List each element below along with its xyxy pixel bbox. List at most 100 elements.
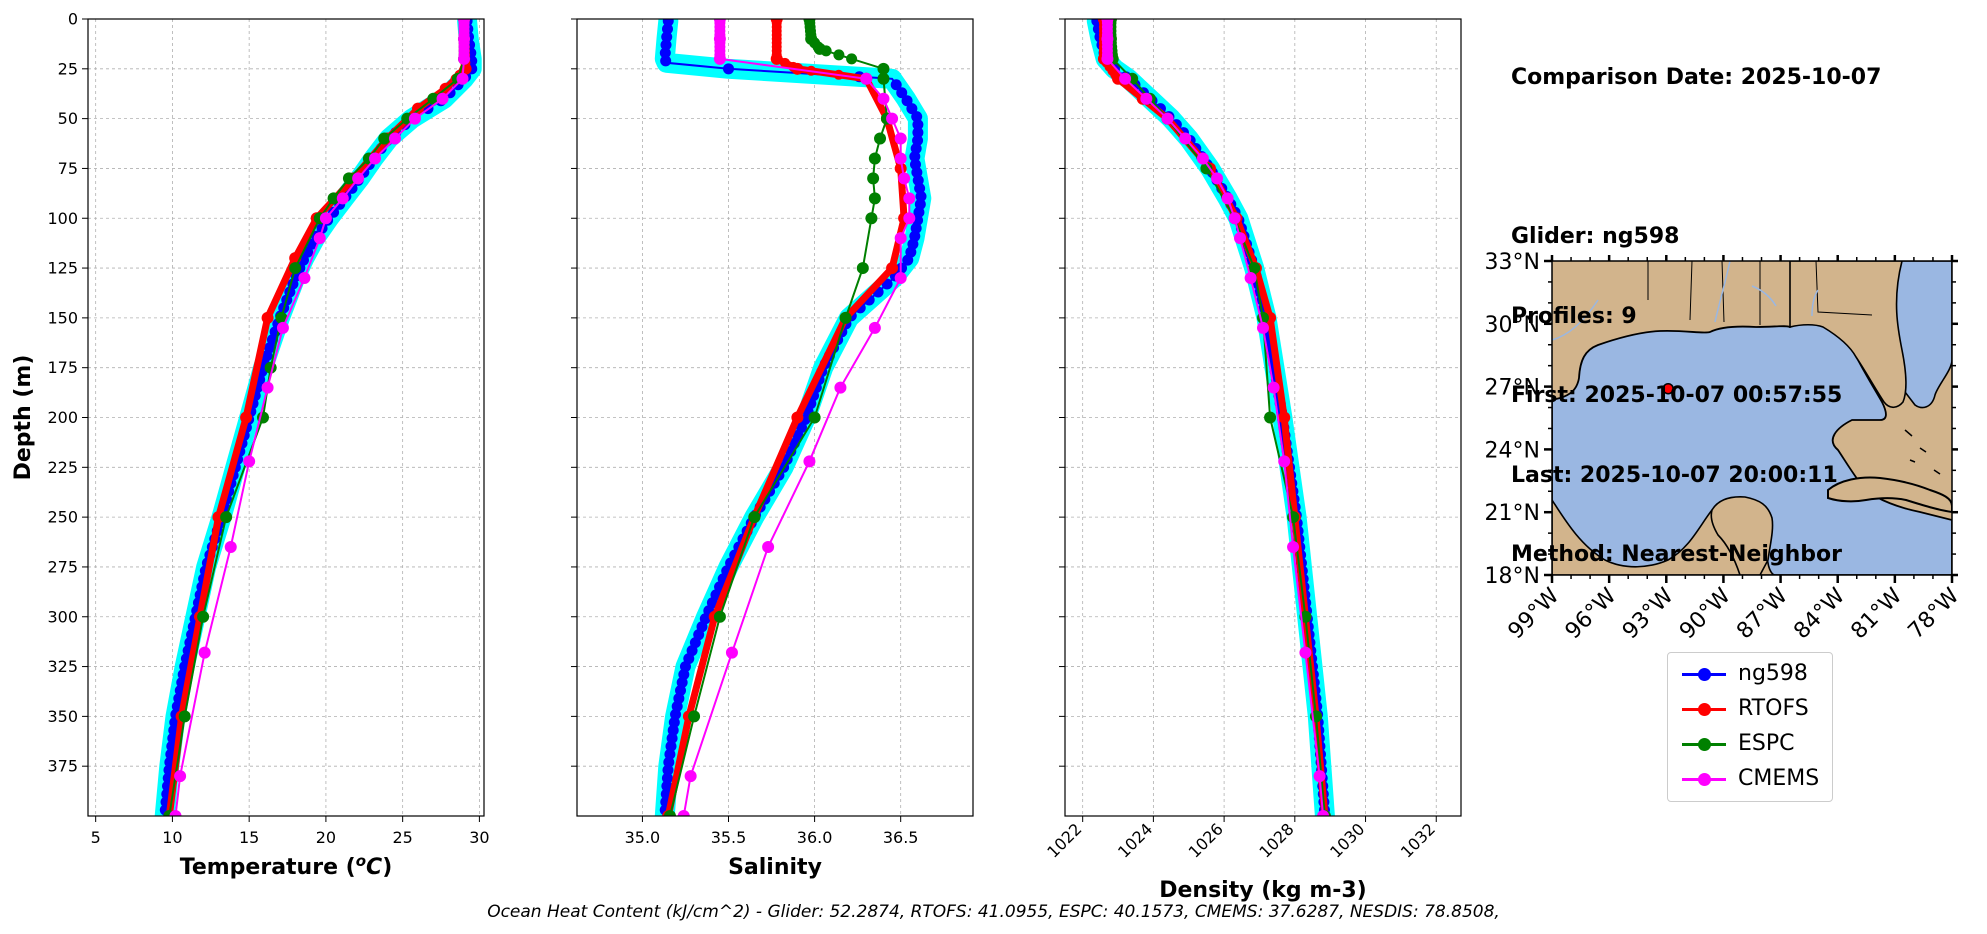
- info-comparison-date: Comparison Date: 2025-10-07: [1511, 65, 1882, 90]
- ng598-point: [901, 95, 913, 107]
- y-tick-label: 350: [47, 707, 78, 726]
- espc-point: [748, 511, 761, 524]
- rtofs-point: [886, 262, 899, 275]
- x-tick-label: 5: [91, 828, 101, 847]
- ng598-point: [661, 31, 673, 43]
- rtofs-point: [770, 19, 783, 25]
- x-tick-label: 15: [239, 828, 259, 847]
- cmems-point: [1287, 541, 1300, 554]
- cmems-point: [352, 172, 365, 185]
- rtofs-point: [1278, 411, 1291, 424]
- cmems-point: [894, 272, 907, 285]
- cmems-point: [456, 72, 469, 85]
- map-islands: [1904, 429, 1941, 475]
- y-tick-label: 50: [58, 109, 78, 128]
- espc-point: [197, 610, 210, 623]
- map-rivers: [1552, 261, 1819, 341]
- ng598-point: [896, 87, 908, 99]
- cmems-point: [1221, 192, 1234, 205]
- plot-area: [654, 19, 932, 816]
- espc-point: [839, 311, 852, 324]
- cmems-point: [713, 19, 726, 25]
- cmems-point: [1101, 19, 1114, 25]
- cmems-point: [224, 541, 237, 554]
- ng598-point: [723, 63, 735, 75]
- legend-item-espc: ESPC: [1676, 729, 1826, 759]
- x-tick-label: 1022: [1043, 819, 1085, 861]
- y-tick-label: 75: [58, 159, 78, 178]
- y-tick-label: 250: [47, 508, 78, 527]
- cmems-point: [1278, 455, 1291, 468]
- cmems-point: [313, 232, 326, 245]
- x-tick-label: 25: [392, 828, 412, 847]
- x-axis-label: Temperature (oC): [180, 852, 393, 880]
- espc-point: [688, 710, 701, 723]
- cmems-point: [408, 112, 421, 125]
- espc-point: [713, 610, 726, 623]
- x-axis-label: Density (kg m-3): [1159, 878, 1367, 903]
- legend-marker: [1698, 738, 1711, 751]
- cmems-point: [713, 32, 726, 45]
- x-tick-label: 1024: [1114, 819, 1156, 861]
- ng598-point: [661, 780, 673, 792]
- legend-marker: [1698, 668, 1711, 681]
- y-tick-label: 225: [47, 458, 78, 477]
- cmems-point: [803, 455, 816, 468]
- ng598-point: [659, 47, 671, 59]
- cmems-point: [458, 19, 471, 25]
- cmems-point: [169, 810, 182, 816]
- cmems-point: [903, 212, 916, 225]
- espc-point: [833, 49, 845, 61]
- espc-point: [867, 172, 880, 185]
- y-tick-label: 375: [47, 757, 78, 776]
- legend-label: CMEMS: [1738, 766, 1820, 791]
- legend-label: ng598: [1738, 661, 1808, 686]
- cmems-point: [684, 770, 697, 783]
- espc-point: [877, 72, 890, 85]
- espc-point: [327, 192, 340, 205]
- cmems-point: [894, 132, 907, 145]
- lat-tick-label: 27°N: [1485, 376, 1540, 401]
- espc-point: [1248, 262, 1261, 275]
- lat-tick-label: 30°N: [1485, 313, 1540, 338]
- ng598-point: [663, 756, 675, 768]
- cmems-point: [198, 646, 211, 659]
- x-axis-label: Salinity: [728, 855, 822, 880]
- ng598-point: [661, 772, 673, 784]
- legend: ng598 RTOFS ESPC CMEMS: [1667, 652, 1833, 802]
- y-tick-label: 300: [47, 607, 78, 626]
- x-tick-label: 1028: [1255, 819, 1297, 861]
- ocean-heat-content-footer: Ocean Heat Content (kJ/cm^2) - Glider: 5…: [487, 902, 1500, 922]
- y-tick-label: 275: [47, 557, 78, 576]
- cmems-point: [868, 321, 881, 334]
- cmems-point: [1313, 770, 1326, 783]
- cmems-point: [877, 92, 890, 105]
- ng598-point: [890, 79, 902, 91]
- espc-point: [663, 810, 676, 816]
- info-spacer: [1511, 145, 1881, 172]
- cmems-point: [174, 770, 187, 783]
- cmems-point: [261, 381, 274, 394]
- legend-item-rtofs: RTOFS: [1676, 694, 1826, 724]
- y-tick-label: 200: [47, 408, 78, 427]
- legend-marker: [1698, 703, 1711, 716]
- cmems-point: [243, 455, 256, 468]
- cmems-point: [1228, 212, 1241, 225]
- cmems-point: [677, 810, 690, 816]
- y-tick-label: 0: [68, 10, 78, 29]
- cmems-point: [1140, 92, 1153, 105]
- rtofs-point: [240, 411, 253, 424]
- glider-position-marker: [1662, 382, 1674, 395]
- info-first: First: 2025-10-07 00:57:55: [1511, 383, 1843, 408]
- cmems-point: [1299, 646, 1312, 659]
- ng598-point: [661, 23, 673, 35]
- x-tick-label: 1026: [1185, 819, 1227, 861]
- cmems-point: [1267, 381, 1280, 394]
- legend-label: ESPC: [1738, 731, 1795, 756]
- cmems-point: [860, 72, 873, 85]
- espc-point: [803, 19, 816, 25]
- map-yucatan: [1710, 496, 1774, 575]
- cmems-point: [894, 232, 907, 245]
- espc-point: [856, 262, 869, 275]
